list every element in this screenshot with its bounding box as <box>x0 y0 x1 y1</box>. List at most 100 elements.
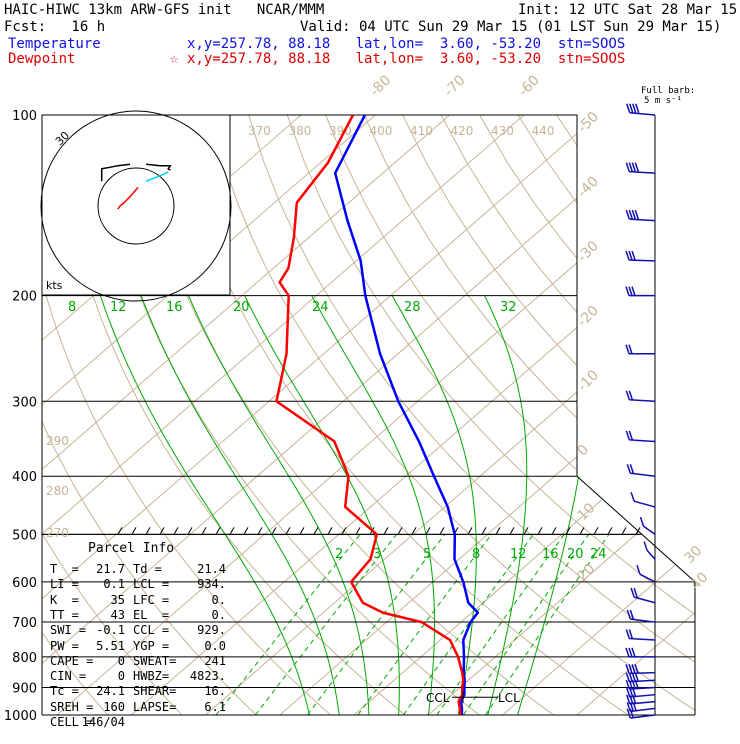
parcel-info-cell: 241 <box>204 653 226 668</box>
parcel-info-cell: 929. <box>197 623 226 638</box>
level-hatch <box>145 527 151 535</box>
parcel-info-cell: 16. <box>204 684 226 699</box>
wind-barb-shaft <box>630 714 656 719</box>
isotherm-label: -30 <box>575 238 602 265</box>
parcel-info-cell: SWEAT= <box>133 653 177 668</box>
dry-adiabat-line <box>633 115 695 715</box>
wind-barb-flag <box>636 565 641 575</box>
hodograph-trace <box>145 171 169 182</box>
parcel-info-cell: 0. <box>211 592 226 607</box>
wind-barb <box>625 647 655 658</box>
dry-adiabat-line <box>402 115 695 715</box>
mixing-ratio-line <box>215 534 361 715</box>
level-hatch <box>593 527 599 535</box>
wind-barb-flag <box>628 664 633 674</box>
parcel-info-cell: CCL = <box>133 623 170 638</box>
wind-barb-shaft <box>630 472 656 477</box>
parcel-info-cell: LAPSE= <box>133 699 177 714</box>
theta-label: 370 <box>248 124 271 138</box>
parcel-info-cell: 0.1 <box>103 577 125 592</box>
wind-barb-flag <box>625 672 631 682</box>
level-hatch <box>551 527 557 535</box>
level-hatch <box>425 527 431 535</box>
isotherm-label: 40 <box>688 569 712 593</box>
wind-barb-shaft <box>633 500 656 508</box>
level-hatch <box>159 527 165 535</box>
level-hatch <box>467 527 473 535</box>
wind-barb-flag <box>625 162 631 172</box>
wind-barb <box>639 516 656 535</box>
mixing-ratio-label: 24 <box>590 547 607 562</box>
pressure-tick-label: 400 <box>12 470 37 485</box>
isotherm-label: -80 <box>367 72 394 99</box>
barb-legend-line2: 5 m s⁻¹ <box>644 96 682 106</box>
hodograph-box <box>41 114 231 296</box>
wind-barb <box>630 492 656 508</box>
wind-barb <box>625 629 656 641</box>
parcel-info-cell: 0.0 <box>204 638 226 653</box>
level-hatch <box>243 527 249 535</box>
wind-barb-flag <box>628 250 633 261</box>
dry-adiabat-line <box>286 115 695 715</box>
parcel-info-cell: HWBZ= <box>133 669 170 684</box>
isotherm-label: -50 <box>575 109 602 136</box>
parcel-info-cell: PW = <box>50 638 79 653</box>
level-hatch <box>285 527 291 535</box>
parcel-info-cell: K = <box>50 592 79 607</box>
wind-barb-shaft <box>629 671 656 675</box>
level-hatch <box>229 527 235 535</box>
level-hatch <box>313 527 319 535</box>
level-hatch <box>173 527 179 535</box>
wind-barb-shaft <box>629 111 656 116</box>
wind-barb-flag <box>625 344 630 355</box>
parcel-info-cell: SHEAR= <box>133 684 177 699</box>
hodograph-units: kts <box>46 279 63 292</box>
wind-barb-flag <box>626 708 632 719</box>
theta-label-left: 270 <box>46 526 69 540</box>
wind-barb-flag <box>628 390 634 400</box>
isotherm-line <box>279 115 695 715</box>
legend-dewpoint: Dewpoint <box>8 51 76 67</box>
mixing-ratio-line <box>485 534 610 715</box>
wind-barb-shaft <box>629 693 656 698</box>
wind-barb-shaft <box>633 596 656 604</box>
wind-barb-shaft <box>629 637 656 641</box>
wind-barb-shaft <box>629 398 656 403</box>
dry-adiabat-line <box>556 115 695 715</box>
wind-barb-flag <box>628 430 634 441</box>
wind-barb-flag <box>628 629 634 639</box>
wind-barb-flag <box>630 587 635 598</box>
level-hatch <box>187 527 193 535</box>
mixing-ratio-label: 20 <box>233 300 250 315</box>
pressure-tick-label: 900 <box>12 682 37 697</box>
isotherm-line <box>576 115 695 715</box>
temperature-location: x,y=257.78, 88.18 lat,lon= 3.60, -53.20 … <box>187 36 626 52</box>
parcel-info-cell: 0. <box>211 607 226 622</box>
wind-barb-flag <box>628 672 634 682</box>
wind-barb-flag <box>626 687 631 698</box>
parcel-info-title: Parcel Info <box>88 541 175 556</box>
wind-barb <box>625 209 656 222</box>
isotherm-label: 30 <box>682 543 706 567</box>
init-time: Init: 12 UTC Sat 28 Mar 15 <box>518 2 738 18</box>
mixing-ratio-label: 16 <box>542 547 559 562</box>
wind-barb-flag <box>625 647 630 658</box>
parcel-info-cell: 21.7 <box>96 562 125 576</box>
dry-adiabat-line <box>171 115 629 715</box>
theta-label: 430 <box>491 124 514 138</box>
wind-barb <box>625 672 656 683</box>
wind-barb-flag <box>626 103 631 113</box>
wind-barb-flag <box>626 463 632 474</box>
mixing-ratio-label: 28 <box>404 300 421 315</box>
mixing-ratio-label: 3 <box>373 547 381 562</box>
wind-barb-flag <box>631 286 636 296</box>
theta-label: 420 <box>451 124 474 138</box>
wind-barb-flag <box>631 162 637 172</box>
mixing-ratio-label: 12 <box>110 300 127 315</box>
wind-barb-flag <box>625 679 631 690</box>
pressure-tick-label: 700 <box>12 616 37 631</box>
level-hatch <box>565 527 571 535</box>
dry-adiabat-line <box>325 115 695 715</box>
theta-label: 410 <box>410 124 433 138</box>
